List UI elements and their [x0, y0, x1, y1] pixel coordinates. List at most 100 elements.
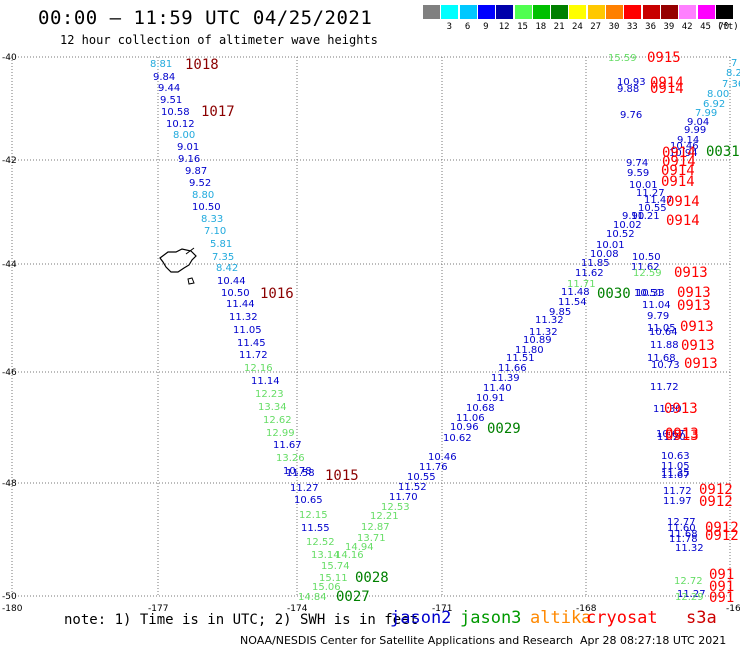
- page-subtitle: 12 hour collection of altimeter wave hei…: [60, 33, 378, 47]
- wave-height-value: 8.2: [726, 68, 740, 79]
- time-label: 0914: [666, 213, 700, 229]
- time-label: 0913: [674, 265, 708, 281]
- satellite-legend-item: jason2: [390, 608, 452, 628]
- wave-height-value: 8.81: [150, 59, 172, 70]
- time-label: 0912: [705, 528, 739, 544]
- time-label: 0027: [336, 589, 370, 605]
- wave-height-value: 11.27: [677, 589, 706, 600]
- wave-height-value: 12.87: [361, 522, 390, 533]
- wave-height-value: 13.71: [357, 533, 386, 544]
- wave-height-value: 5.81: [210, 239, 232, 250]
- time-label: 0031: [706, 144, 740, 160]
- latitude-label: -40: [2, 53, 17, 63]
- latitude-label: -44: [2, 260, 17, 270]
- wave-height-value: 13.34: [258, 402, 287, 413]
- time-label: 0914: [650, 75, 684, 91]
- wave-height-value: 9.01: [177, 142, 199, 153]
- wave-height-value: 9.04: [687, 117, 709, 128]
- wave-height-value: 11.44: [226, 299, 255, 310]
- wave-height-value: 9.88: [617, 84, 639, 95]
- wave-height-value: 10.44: [217, 276, 246, 287]
- wave-height-value: 12.23: [255, 389, 284, 400]
- wave-height-value: 10.55: [638, 203, 667, 214]
- time-label: 0914: [650, 81, 684, 97]
- wave-height-value: 11.05: [233, 325, 262, 336]
- wave-height-value: 14.84: [298, 592, 327, 603]
- wave-height-value: 11.62: [575, 268, 604, 279]
- scale-swatch: [423, 5, 440, 19]
- scale-swatch: [697, 5, 715, 19]
- time-label: 0030: [597, 286, 631, 302]
- wave-height-value: 11.54: [558, 297, 587, 308]
- wave-height-value: 10.68: [466, 403, 495, 414]
- wave-height-value: 9.59: [627, 168, 649, 179]
- wave-height-value: 11.55: [301, 523, 330, 534]
- wave-height-value: 10.78: [283, 466, 312, 477]
- wave-height-value: 12.21: [370, 511, 399, 522]
- wave-height-value: 10.94: [669, 148, 698, 159]
- time-label: 0028: [355, 570, 389, 586]
- wave-height-value: 13.14: [311, 550, 340, 561]
- scale-swatch: [715, 5, 733, 19]
- wave-height-value: 6.92: [703, 99, 725, 110]
- wave-height-value: 10.02: [613, 220, 642, 231]
- wave-height-value: 10.01: [629, 180, 658, 191]
- longitude-label: -171: [432, 604, 452, 614]
- latitude-label: -46: [2, 368, 17, 378]
- wave-height-value: 11.97: [663, 496, 692, 507]
- time-label: 0913: [677, 298, 711, 314]
- longitude-label: -180: [2, 604, 23, 614]
- wave-height-value: 10.89: [523, 335, 552, 346]
- wave-height-value: 11.27: [636, 188, 665, 199]
- scale-label: 18: [535, 22, 547, 32]
- wave-height-value: 12.29: [675, 592, 704, 603]
- wave-height-value: 11.80: [515, 345, 544, 356]
- wave-height-value: 11.20: [657, 432, 686, 443]
- latitude-labels: -40 -42 -44 -46 -48 -50: [2, 53, 17, 602]
- scale-swatch: [606, 5, 623, 19]
- time-label: 0913: [684, 356, 718, 372]
- wave-height-value: 15.59: [608, 53, 637, 64]
- wave-height-value: 11.32: [229, 312, 258, 323]
- wave-height-value: 10.55: [407, 472, 436, 483]
- wave-height-value: 10.08: [590, 249, 619, 260]
- wave-height-value: 11.78: [669, 534, 698, 545]
- wave-height-value: 9.76: [620, 110, 642, 121]
- time-label: 0029: [487, 421, 521, 437]
- time-label: 0913: [677, 285, 711, 301]
- scale-label: 30: [608, 22, 620, 32]
- scale-swatch: [679, 5, 697, 19]
- footer-center: NOAA/NESDIS Center for Satellite Applica…: [240, 634, 574, 647]
- scale-swatch: [642, 5, 660, 19]
- wave-height-value: 10.12: [166, 119, 195, 130]
- wave-height-value: 9.14: [677, 135, 699, 146]
- time-label: 0913: [680, 319, 714, 335]
- wave-height-value: 11.67: [273, 440, 302, 451]
- scale-label: 42: [681, 22, 693, 32]
- wave-height-value: 11.51: [506, 353, 535, 364]
- wave-height-value: 11.27: [290, 483, 319, 494]
- wave-height-value: 8.00: [707, 89, 729, 100]
- time-label: 0915: [647, 50, 681, 66]
- wave-height-value: 9.44: [158, 83, 180, 94]
- wave-height-value: 8.42: [216, 263, 238, 274]
- wave-height-value: 9.90: [622, 211, 644, 222]
- wave-height-value: 11.35: [661, 468, 690, 479]
- wave-height-value: 11.85: [581, 258, 610, 269]
- wave-height-value: 11.67: [661, 470, 690, 481]
- wave-height-value: 11.58: [286, 468, 315, 479]
- wave-height-value: 9.79: [647, 311, 669, 322]
- wave-height-value: 10.65: [294, 495, 323, 506]
- scale-swatch: [496, 5, 514, 19]
- satellite-legend-item: s3a: [686, 608, 717, 628]
- time-label: 0914: [661, 174, 695, 190]
- wave-height-value: 10.64: [649, 327, 678, 338]
- wave-height-value: 11.40: [483, 383, 512, 394]
- wave-height-value: 8.33: [201, 214, 223, 225]
- wave-height-value: 7.99: [695, 108, 717, 119]
- wave-height-value: 10.50: [632, 252, 661, 263]
- wave-height-value: 11.48: [561, 287, 590, 298]
- wave-height-value: 11.62: [631, 262, 660, 273]
- longitude-label: -16: [726, 604, 740, 614]
- wave-height-value: 12.77: [667, 517, 696, 528]
